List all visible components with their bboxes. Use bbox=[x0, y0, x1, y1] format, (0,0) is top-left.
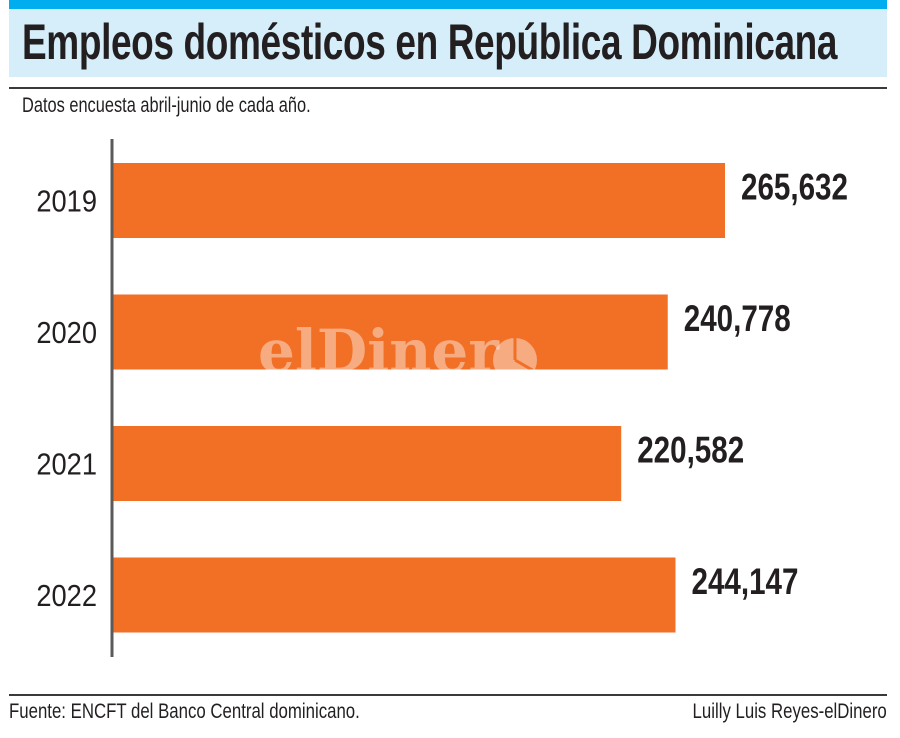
value-label: 220,582 bbox=[637, 430, 744, 471]
source-note: Fuente: ENCFT del Banco Central dominica… bbox=[9, 700, 360, 723]
bars bbox=[113, 163, 725, 633]
bar-2022 bbox=[113, 557, 676, 633]
footer-rule bbox=[9, 694, 887, 696]
chart-subtitle: Datos encuesta abril-junio de cada año. bbox=[22, 94, 311, 117]
header-rule bbox=[9, 87, 887, 89]
header-box bbox=[9, 9, 887, 77]
value-label: 265,632 bbox=[741, 167, 848, 208]
value-label: 244,147 bbox=[691, 562, 798, 603]
category-label: 2022 bbox=[36, 579, 97, 613]
value-label: 240,778 bbox=[684, 299, 791, 340]
pie-chart-icon bbox=[493, 338, 537, 382]
header-accent-bar bbox=[9, 0, 887, 9]
chart-title: Empleos domésticos en República Dominica… bbox=[22, 14, 838, 70]
category-label: 2020 bbox=[36, 316, 97, 350]
bar-2021 bbox=[113, 426, 622, 501]
credit-note: Luilly Luis Reyes-elDinero bbox=[692, 700, 887, 723]
bar-2020 bbox=[113, 294, 668, 370]
bar-2019 bbox=[113, 163, 725, 238]
bar-chart: elDiner 2019 265,632 2020 240,778 2021 220,58… bbox=[36, 139, 848, 657]
labels: 2019 265,632 2020 240,778 2021 220,582 2022 244… bbox=[36, 167, 848, 613]
category-label: 2019 bbox=[36, 185, 97, 219]
watermark: elDiner bbox=[258, 317, 537, 385]
watermark-text: elDiner bbox=[258, 317, 500, 385]
category-label: 2021 bbox=[36, 448, 97, 482]
